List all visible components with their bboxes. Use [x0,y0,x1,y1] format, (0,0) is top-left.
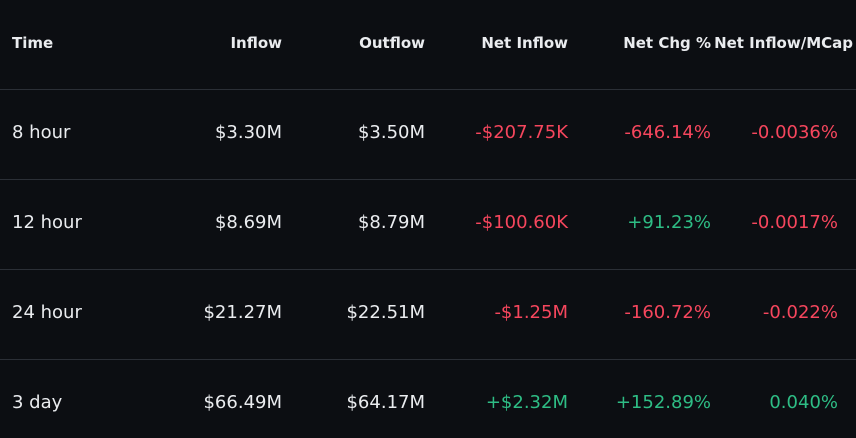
cell-value: +91.23% [627,212,711,233]
cell-value: -$1.25M [494,302,568,323]
cell-value: -160.72% [624,302,711,323]
column-header: Net Chg % [623,34,711,52]
cell-value: -0.0036% [751,122,838,143]
column-header: Net Inflow/MCap [714,34,853,52]
row-divider [0,179,856,180]
row-divider [0,359,856,360]
cell-value: $66.49M [203,392,282,413]
time-label: 8 hour [12,122,71,143]
cell-value: -0.0017% [751,212,838,233]
column-header: Net Inflow [481,34,568,52]
column-header: Time [12,34,54,52]
cell-value: $21.27M [203,302,282,323]
cell-value: $3.50M [357,122,425,143]
cell-value: -$100.60K [475,212,568,233]
cell-value: +$2.32M [485,392,568,413]
column-header: Outflow [359,34,425,52]
cell-value: $8.79M [357,212,425,233]
row-divider [0,269,856,270]
column-header: Inflow [230,34,282,52]
time-label: 12 hour [12,212,82,233]
cell-value: $3.30M [214,122,282,143]
cell-value: -0.022% [762,302,838,323]
row-divider [0,89,856,90]
cell-value: +152.89% [615,392,711,413]
time-label: 24 hour [12,302,82,323]
cell-value: 0.040% [769,392,838,413]
time-label: 3 day [12,392,63,413]
cell-value: $22.51M [346,302,425,323]
cell-value: $8.69M [214,212,282,233]
cell-value: $64.17M [346,392,425,413]
cell-value: -$207.75K [475,122,568,143]
cell-value: -646.14% [624,122,711,143]
